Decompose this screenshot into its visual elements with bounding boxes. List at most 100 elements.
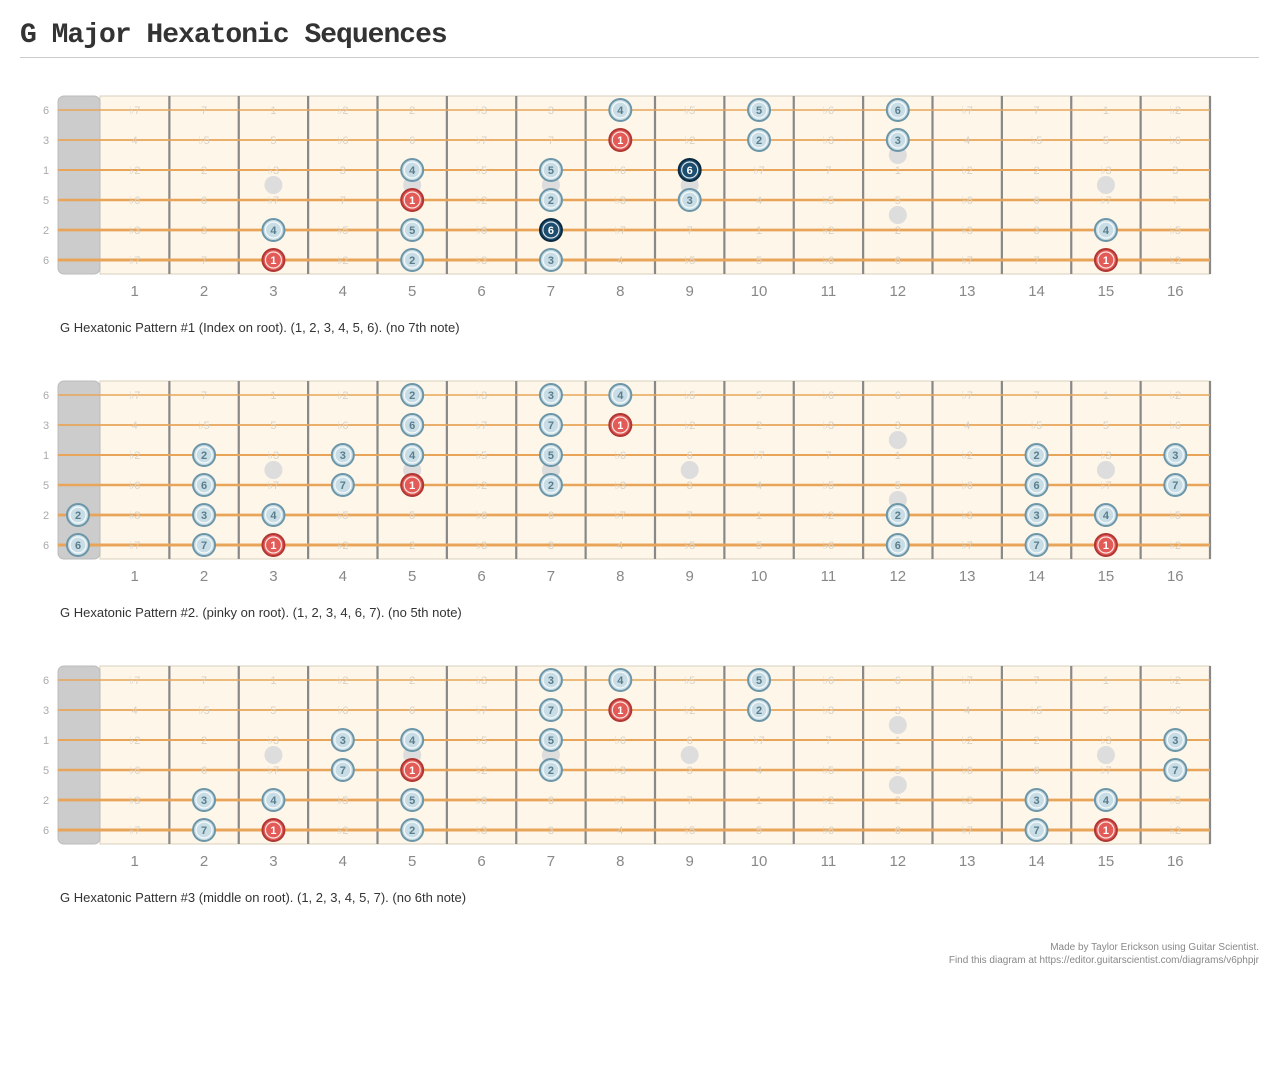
svg-text:2: 2: [1034, 450, 1040, 462]
svg-text:1: 1: [756, 510, 762, 522]
svg-text:4: 4: [1103, 795, 1110, 807]
svg-text:♭7: ♭7: [129, 540, 140, 552]
svg-text:5: 5: [409, 795, 415, 807]
svg-text:♭6: ♭6: [476, 225, 487, 237]
note-marker: 7: [193, 819, 215, 841]
svg-text:♭3: ♭3: [129, 510, 140, 522]
svg-text:♭2: ♭2: [684, 420, 695, 432]
svg-text:9: 9: [686, 853, 694, 870]
page-title: G Major Hexatonic Sequences: [20, 20, 1259, 51]
svg-text:♭7: ♭7: [753, 165, 764, 177]
svg-text:6: 6: [1034, 480, 1040, 492]
svg-text:♭2: ♭2: [1170, 675, 1181, 687]
svg-text:4: 4: [964, 705, 970, 717]
svg-text:1: 1: [617, 705, 623, 717]
svg-text:10: 10: [751, 283, 768, 300]
svg-text:♭3: ♭3: [268, 450, 279, 462]
svg-text:4: 4: [409, 450, 416, 462]
note-marker: 1: [401, 474, 423, 496]
svg-text:♭2: ♭2: [337, 105, 348, 117]
svg-text:7: 7: [1034, 105, 1040, 117]
svg-text:4: 4: [409, 165, 416, 177]
svg-text:14: 14: [1028, 853, 1045, 870]
svg-text:6: 6: [477, 853, 485, 870]
svg-text:7: 7: [1034, 540, 1040, 552]
note-marker: 7: [1164, 759, 1186, 781]
svg-text:♭3: ♭3: [1100, 450, 1111, 462]
svg-text:1: 1: [270, 675, 276, 687]
note-marker: 4: [262, 789, 284, 811]
note-marker: 2: [401, 384, 423, 406]
svg-text:3: 3: [269, 283, 277, 300]
svg-text:7: 7: [548, 420, 554, 432]
svg-text:♭2: ♭2: [129, 165, 140, 177]
svg-text:5: 5: [756, 390, 762, 402]
svg-text:♭2: ♭2: [476, 195, 487, 207]
svg-text:♭3: ♭3: [615, 765, 626, 777]
svg-text:7: 7: [1172, 195, 1178, 207]
svg-text:5: 5: [409, 225, 415, 237]
svg-text:♭3: ♭3: [1100, 165, 1111, 177]
svg-text:3: 3: [687, 195, 693, 207]
svg-text:7: 7: [201, 825, 207, 837]
svg-text:♭7: ♭7: [268, 765, 279, 777]
svg-text:2: 2: [756, 135, 762, 147]
svg-text:♭6: ♭6: [823, 255, 834, 267]
svg-text:♭6: ♭6: [337, 420, 348, 432]
svg-text:1: 1: [43, 735, 49, 747]
diagram-caption: G Hexatonic Pattern #1 (Index on root). …: [60, 320, 1259, 335]
svg-text:1: 1: [131, 568, 139, 585]
svg-text:♭7: ♭7: [268, 195, 279, 207]
svg-text:6: 6: [409, 705, 415, 717]
svg-text:♭6: ♭6: [823, 825, 834, 837]
svg-text:8: 8: [616, 568, 624, 585]
svg-text:1: 1: [131, 853, 139, 870]
svg-text:♭7: ♭7: [129, 825, 140, 837]
svg-text:7: 7: [1034, 255, 1040, 267]
svg-text:7: 7: [547, 568, 555, 585]
svg-text:6: 6: [409, 135, 415, 147]
svg-text:5: 5: [895, 480, 901, 492]
svg-text:3: 3: [1034, 225, 1040, 237]
svg-text:6: 6: [201, 765, 207, 777]
note-marker: 7: [1026, 534, 1048, 556]
note-marker: 7: [540, 414, 562, 436]
svg-text:♭3: ♭3: [476, 825, 487, 837]
svg-text:13: 13: [959, 853, 976, 870]
svg-text:15: 15: [1098, 853, 1115, 870]
note-marker: 1: [1095, 819, 1117, 841]
svg-text:♭7: ♭7: [129, 105, 140, 117]
svg-text:3: 3: [548, 105, 554, 117]
svg-text:♭2: ♭2: [1170, 540, 1181, 552]
svg-text:3: 3: [1172, 735, 1178, 747]
note-marker: 2: [540, 759, 562, 781]
note-marker: 2: [540, 474, 562, 496]
note-marker: 4: [1095, 504, 1117, 526]
svg-text:5: 5: [756, 825, 762, 837]
svg-text:6: 6: [895, 390, 901, 402]
svg-text:4: 4: [964, 420, 970, 432]
svg-text:1: 1: [131, 283, 139, 300]
svg-text:♭3: ♭3: [962, 510, 973, 522]
svg-text:11: 11: [821, 853, 837, 870]
svg-text:6: 6: [43, 255, 49, 267]
svg-text:4: 4: [339, 568, 347, 585]
svg-text:1: 1: [1103, 540, 1109, 552]
svg-text:5: 5: [895, 195, 901, 207]
svg-text:♭2: ♭2: [337, 255, 348, 267]
svg-text:4: 4: [617, 255, 623, 267]
svg-text:4: 4: [270, 225, 277, 237]
svg-text:3: 3: [340, 735, 346, 747]
diagram-caption: G Hexatonic Pattern #3 (middle on root).…: [60, 890, 1259, 905]
svg-text:11: 11: [821, 568, 837, 585]
note-marker: 3: [332, 444, 354, 466]
note-marker: 1: [401, 189, 423, 211]
svg-text:1: 1: [43, 165, 49, 177]
svg-text:4: 4: [617, 540, 623, 552]
svg-text:2: 2: [75, 510, 81, 522]
note-marker: 1: [609, 414, 631, 436]
svg-text:♭3: ♭3: [823, 135, 834, 147]
svg-text:♭7: ♭7: [476, 135, 487, 147]
svg-text:♭5: ♭5: [476, 450, 487, 462]
svg-text:2: 2: [201, 450, 207, 462]
